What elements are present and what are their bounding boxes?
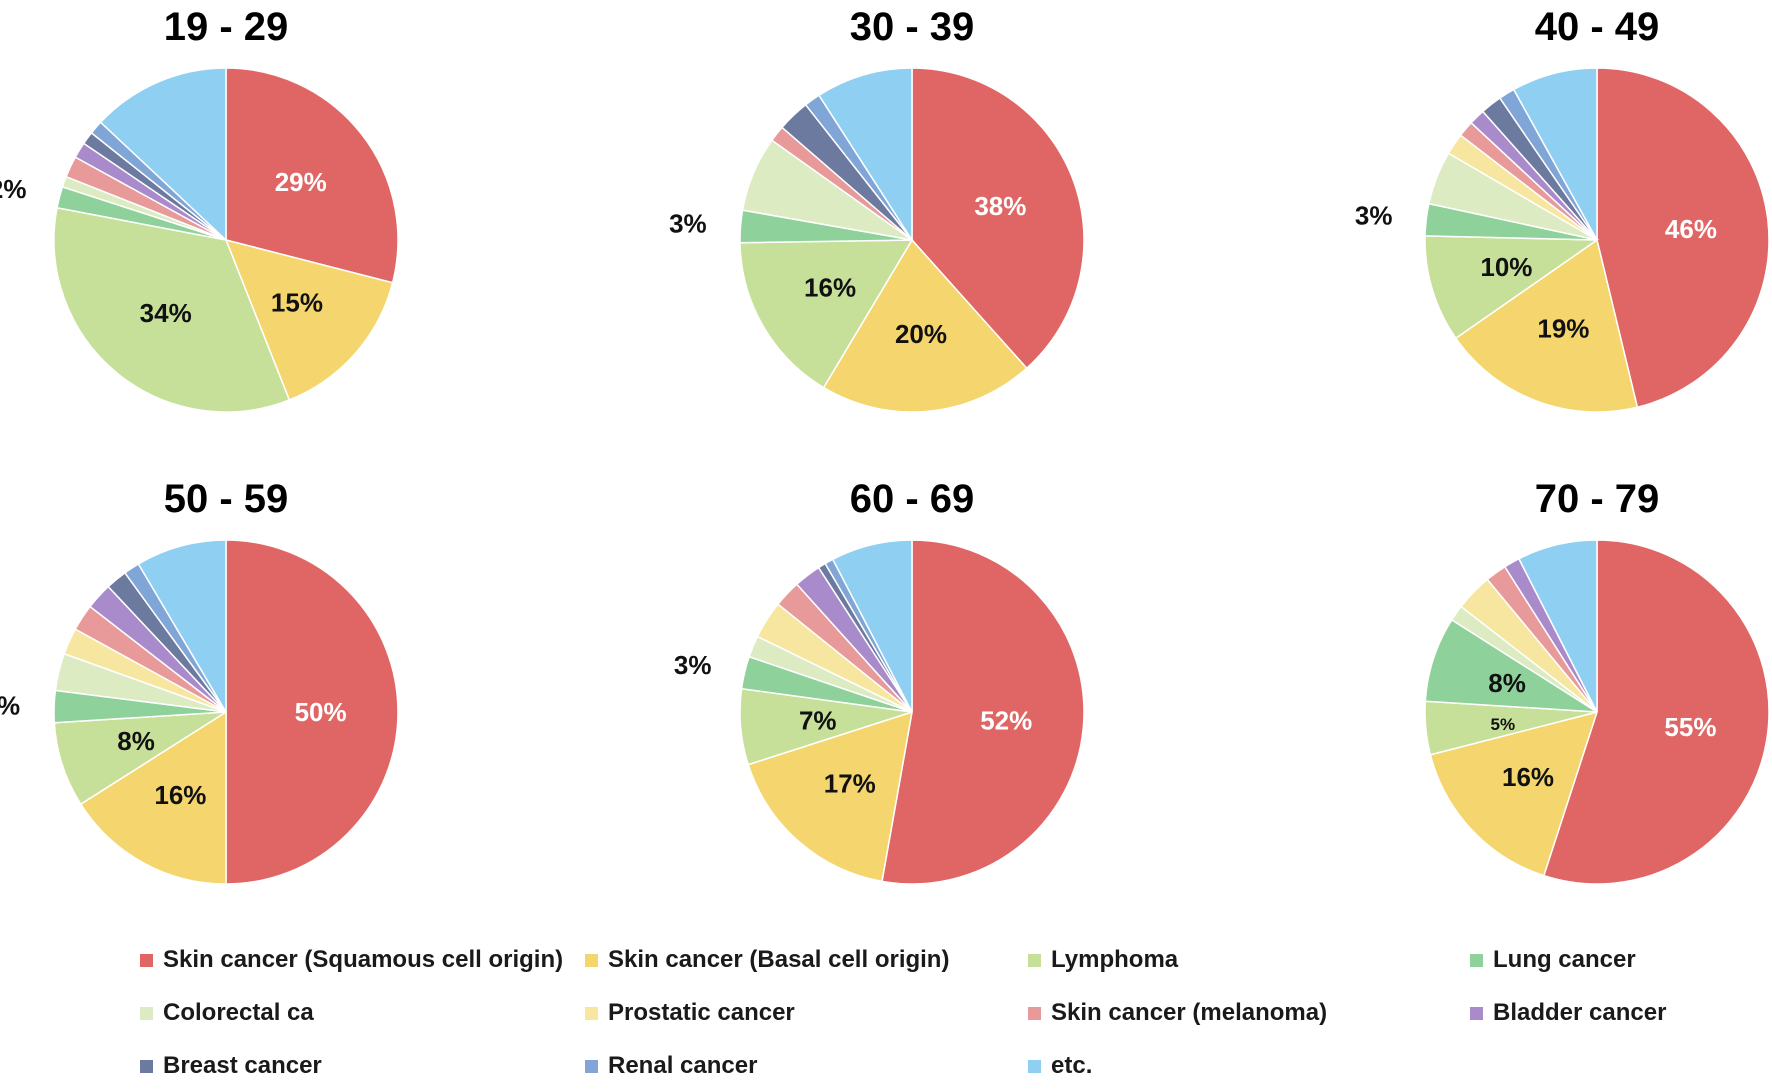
pie-title: 50 - 59 xyxy=(164,477,289,521)
slice-label-lung: 3% xyxy=(669,209,707,239)
legend-label: Colorectal ca xyxy=(163,999,314,1026)
pie-chart-3: 40 - 49 46% 19% 10% 3% xyxy=(1355,5,1770,413)
slice-label-lung: 2% xyxy=(0,174,26,204)
legend-swatch xyxy=(585,1006,598,1020)
pie-slice-basal xyxy=(822,238,1028,413)
legend-label: Renal cancer xyxy=(608,1052,758,1079)
legend-item-colorectal: Colorectal ca xyxy=(140,998,314,1028)
pie-chart-2: 30 - 39 38% 20% 16% 3% xyxy=(669,5,1085,413)
slice-label-basal: 16% xyxy=(1502,762,1554,792)
slice-label-lung: 3% xyxy=(0,691,20,721)
legend-item-etc: etc. xyxy=(1028,1051,1092,1081)
pie-slice-etc xyxy=(137,539,227,715)
slice-label-basal: 20% xyxy=(895,319,947,349)
pie-slice-etc xyxy=(1517,539,1598,713)
slice-label-squamous: 46% xyxy=(1665,214,1717,244)
slice-label-squamous: 29% xyxy=(275,167,327,197)
slice-label-lymphoma: 7% xyxy=(799,705,837,735)
pie-slice-etc xyxy=(1512,67,1598,241)
legend-item-breast: Breast cancer xyxy=(140,1051,322,1081)
pie-slice-etc xyxy=(817,67,913,243)
legend-label: Skin cancer (melanoma) xyxy=(1051,999,1328,1026)
slice-label-lymphoma: 10% xyxy=(1480,252,1532,282)
pie-slice-squamous xyxy=(225,539,399,885)
pie-chart-4: 50 - 59 50% 16% 8% 3% xyxy=(0,477,399,885)
pie-slice-basal xyxy=(1454,238,1639,413)
pie-title: 19 - 29 xyxy=(164,5,289,49)
legend-label: Skin cancer (Basal cell origin) xyxy=(608,946,950,973)
slice-label-lymphoma: 16% xyxy=(804,272,856,302)
slice-label-squamous: 38% xyxy=(974,191,1026,221)
pie-slice-squamous xyxy=(1542,539,1770,885)
pie-slice-squamous xyxy=(881,539,1085,885)
legend-swatch xyxy=(1028,953,1041,967)
legend-label: etc. xyxy=(1051,1052,1093,1079)
slice-label-basal: 16% xyxy=(154,780,206,810)
legend-swatch xyxy=(1470,1006,1483,1020)
legend-swatch xyxy=(140,1006,153,1020)
pie-chart-6: 70 - 79 55% 16% 5% 8% xyxy=(1424,477,1770,885)
slice-label-lymphoma: 34% xyxy=(140,298,192,328)
slice-label-lymphoma: 5% xyxy=(1491,715,1516,734)
pie-slice-lymphoma xyxy=(53,206,291,413)
pie-title: 70 - 79 xyxy=(1535,477,1660,521)
legend-swatch xyxy=(1028,1059,1041,1073)
pie-title: 30 - 39 xyxy=(850,5,975,49)
slice-label-lung: 3% xyxy=(1355,201,1393,231)
legend-item-prostatic: Prostatic cancer xyxy=(585,998,795,1028)
legend-label: Lung cancer xyxy=(1493,946,1636,973)
slice-label-squamous: 55% xyxy=(1664,712,1716,742)
pie-slice-etc xyxy=(831,539,913,713)
slice-label-basal: 15% xyxy=(271,288,323,318)
legend-label: Skin cancer (Squamous cell origin) xyxy=(163,946,564,973)
legend-item-melanoma: Skin cancer (melanoma) xyxy=(1028,998,1327,1028)
legend-item-basal: Skin cancer (Basal cell origin) xyxy=(585,945,949,975)
pie-slice-lymphoma xyxy=(739,239,914,389)
slice-label-basal: 19% xyxy=(1537,313,1589,343)
pie-slice-squamous xyxy=(911,67,1085,370)
pie-title: 40 - 49 xyxy=(1535,5,1660,49)
legend: Skin cancer (Squamous cell origin) Skin c… xyxy=(140,946,1740,1090)
slice-label-squamous: 50% xyxy=(295,697,347,727)
legend-swatch xyxy=(140,1059,153,1073)
legend-item-squamous: Skin cancer (Squamous cell origin) xyxy=(140,945,563,975)
legend-item-bladder: Bladder cancer xyxy=(1470,998,1666,1028)
pie-slice-squamous xyxy=(1596,67,1770,409)
legend-item-lymphoma: Lymphoma xyxy=(1028,945,1178,975)
slice-label-lung: 3% xyxy=(674,650,712,680)
pie-slice-lymphoma xyxy=(1424,235,1600,340)
legend-item-renal: Renal cancer xyxy=(585,1051,757,1081)
legend-swatch xyxy=(585,1059,598,1073)
pie-slice-basal xyxy=(1429,710,1599,877)
pie-slice-basal xyxy=(79,710,227,885)
slice-label-squamous: 52% xyxy=(980,705,1032,735)
legend-swatch xyxy=(1028,1006,1041,1020)
legend-label: Breast cancer xyxy=(163,1052,322,1079)
legend-swatch xyxy=(585,953,598,967)
pie-chart-5: 60 - 69 52% 17% 7% 3% xyxy=(674,477,1085,885)
legend-label: Lymphoma xyxy=(1051,946,1179,973)
pie-slice-basal xyxy=(224,238,394,401)
pie-slice-basal xyxy=(747,710,913,883)
legend-item-lung: Lung cancer xyxy=(1470,945,1636,975)
pie-slice-squamous xyxy=(225,67,399,284)
slice-label-lung: 8% xyxy=(1488,668,1526,698)
legend-label: Bladder cancer xyxy=(1493,999,1667,1026)
pie-chart-1: 19 - 29 29% 15% 34% 2% xyxy=(0,5,399,413)
legend-swatch xyxy=(1470,953,1483,967)
slice-label-basal: 17% xyxy=(824,768,876,798)
legend-swatch xyxy=(140,953,153,967)
slice-label-lymphoma: 8% xyxy=(117,726,155,756)
pie-title: 60 - 69 xyxy=(850,477,975,521)
legend-label: Prostatic cancer xyxy=(608,999,795,1026)
pie-slice-etc xyxy=(99,67,227,242)
